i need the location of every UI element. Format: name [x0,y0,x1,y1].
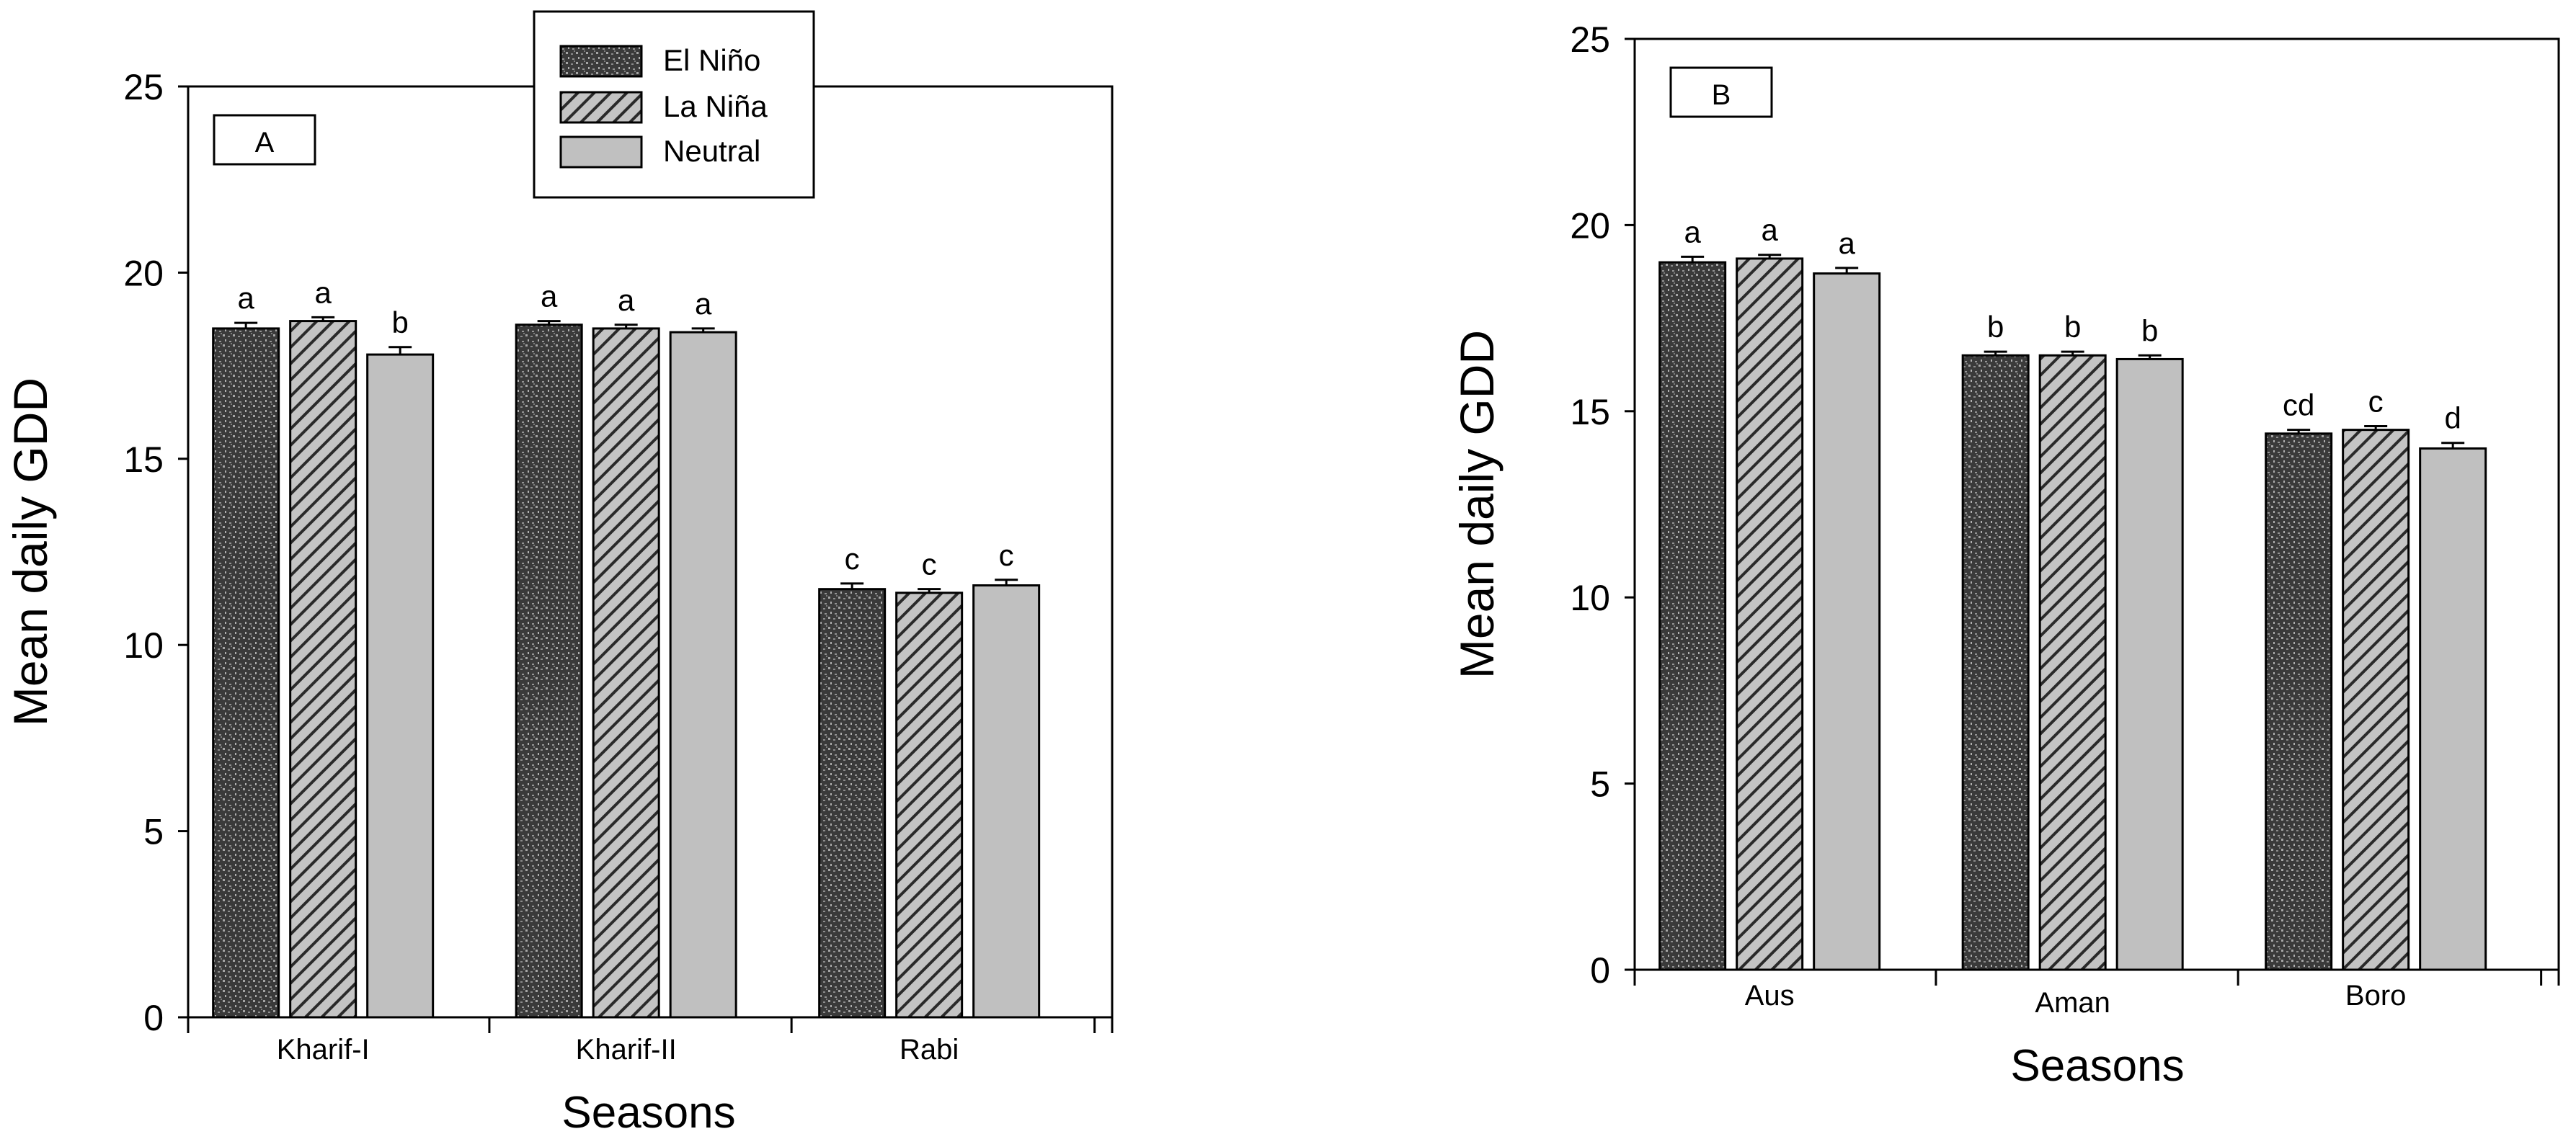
legend-swatch-el-nino [559,45,643,78]
sig-letter-b-neutral-2: d [2444,401,2461,435]
x-tick-label-b-0: Aus [1745,980,1795,1012]
bar-b-neutral-1 [2115,357,2184,971]
bar-a-el-nino-1 [515,323,583,1019]
x-tick-label-b-2: Boro [2345,980,2407,1012]
y-tick-label-a-3: 15 [123,439,164,480]
sig-letter-a-la-nina-2: c [922,548,937,581]
sig-letter-a-neutral-1: a [695,287,712,321]
legend-label-neutral: Neutral [663,134,760,168]
panel-label-b: B [1712,79,1731,111]
y-axis-b: 0 5 10 15 20 25 [1570,19,1635,991]
bar-a-el-nino-2 [818,588,887,1019]
panel-label-a-box: A [213,114,316,166]
y-tick-label-b-0: 0 [1590,950,1610,991]
sig-letter-a-el-nino-2: c [845,542,860,576]
legend-label-la-nina: La Niña [663,89,768,123]
x-tick-label-a-1: Kharif-II [576,1034,677,1066]
legend-label-el-nino: El Niño [663,43,760,77]
bar-a-la-nina-2 [895,591,964,1019]
bars-a: a a b a a a c c c [212,275,1041,1019]
bar-b-neutral-0 [1813,272,1881,971]
panel-label-a: A [255,127,275,159]
y-tick-label-b-1: 5 [1590,764,1610,805]
bar-b-el-nino-0 [1658,261,1727,971]
bar-a-neutral-1 [669,331,737,1019]
bar-b-el-nino-2 [2265,432,2333,971]
x-axis-b: Aus Aman Boro [1633,970,2560,1019]
legend-swatch-neutral [559,135,643,169]
bar-a-la-nina-1 [592,327,660,1019]
y-axis-label-b: Mean daily GDD [1450,330,1504,679]
y-tick-label-a-4: 20 [123,253,164,293]
sig-letter-a-la-nina-1: a [618,283,635,317]
x-tick-label-a-0: Kharif-I [277,1034,370,1066]
y-tick-label-b-2: 10 [1570,578,1610,618]
x-tick-label-b-1: Aman [2035,987,2110,1019]
sig-letter-b-la-nina-1: b [2064,310,2081,344]
y-tick-label-b-5: 25 [1570,19,1610,60]
y-tick-label-a-5: 25 [123,67,164,107]
bar-a-neutral-2 [972,584,1041,1019]
legend-item-neutral: Neutral [559,134,760,169]
y-tick-label-a-0: 0 [143,998,164,1038]
y-tick-label-a-2: 10 [123,625,164,666]
sig-letter-b-el-nino-2: cd [2283,388,2314,422]
sig-letter-a-neutral-2: c [999,538,1014,572]
sig-letter-b-neutral-0: a [1838,226,1855,260]
bars-b: a a ab b bcd c d [1658,213,2487,971]
legend-item-el-nino: El Niño [559,43,760,78]
x-axis-a: Kharif-I Kharif-II Rabi [187,1017,1114,1066]
y-tick-label-b-3: 15 [1570,392,1610,432]
bar-a-la-nina-0 [289,320,357,1019]
x-axis-label-b: Seasons [2010,1041,2184,1091]
bar-a-neutral-0 [366,353,435,1019]
bar-b-la-nina-2 [2342,429,2410,971]
legend-swatch-la-nina [559,91,643,124]
y-tick-label-b-4: 20 [1570,205,1610,246]
bar-a-el-nino-0 [212,327,280,1019]
bar-b-la-nina-1 [2038,354,2107,971]
sig-letter-a-neutral-0: b [391,305,408,339]
sig-letter-b-la-nina-2: c [2368,384,2384,418]
sig-letter-a-la-nina-0: a [314,275,332,309]
bar-b-neutral-2 [2419,447,2487,971]
x-axis-label-a: Seasons [561,1088,735,1134]
y-axis-a: 0 5 10 15 20 25 [123,67,188,1038]
legend-item-la-nina: La Niña [559,89,768,124]
y-axis-label-a: Mean daily GDD [4,378,57,726]
panel-label-b-box: B [1669,66,1773,118]
sig-letter-b-neutral-1: b [2141,313,2158,347]
sig-letter-b-la-nina-0: a [1761,213,1778,247]
sig-letter-b-el-nino-1: b [1987,310,2004,344]
sig-letter-a-el-nino-0: a [237,281,254,315]
x-tick-label-a-2: Rabi [900,1034,959,1066]
sig-letter-b-el-nino-0: a [1684,215,1701,249]
bar-b-la-nina-0 [1736,257,1804,971]
sig-letter-a-el-nino-1: a [541,280,558,313]
y-tick-label-a-1: 5 [143,812,164,852]
bar-b-el-nino-1 [1961,354,2030,971]
legend: El Niño La Niña Neutral [533,10,815,199]
